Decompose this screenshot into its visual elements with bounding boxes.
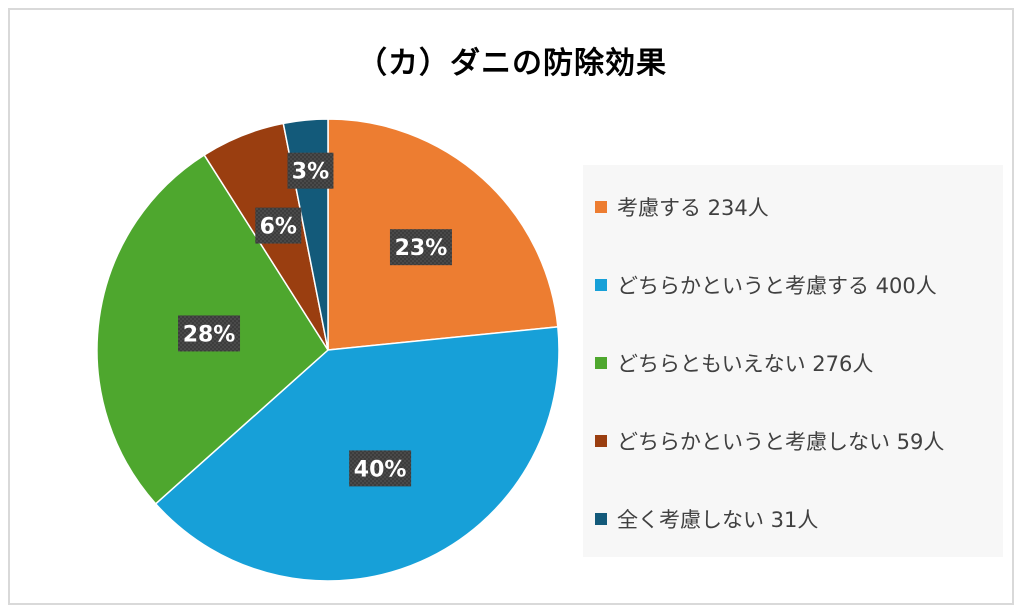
legend-swatch xyxy=(595,435,607,447)
data-label: 3% xyxy=(287,152,334,189)
data-label-box xyxy=(349,450,412,487)
data-label: 40% xyxy=(349,450,412,487)
data-label-box xyxy=(287,152,334,189)
data-label-text: 23% xyxy=(395,236,448,261)
legend: 考慮する 234人 どちらかというと考慮する 400人 どちらともいえない 27… xyxy=(583,165,1003,557)
data-label-box xyxy=(178,315,241,352)
data-label-box xyxy=(389,229,452,266)
data-label-text: 40% xyxy=(354,457,407,482)
legend-label: 考慮する 234人 xyxy=(617,196,769,220)
data-label-text: 3% xyxy=(292,160,329,185)
legend-swatch xyxy=(595,279,607,291)
data-label-text: 28% xyxy=(183,322,236,347)
legend-item: どちらかというと考慮する 400人 xyxy=(583,265,1003,305)
legend-item: どちらともいえない 276人 xyxy=(583,343,1003,383)
legend-label: どちらかというと考慮しない 59人 xyxy=(617,430,945,454)
chart-title: （カ）ダニの防除効果 xyxy=(357,46,667,81)
data-label: 23% xyxy=(389,229,452,266)
data-label: 6% xyxy=(255,207,302,244)
legend-label: どちらかというと考慮する 400人 xyxy=(617,274,937,298)
legend-item: どちらかというと考慮しない 59人 xyxy=(583,421,1003,461)
legend-item: 考慮する 234人 xyxy=(583,187,1003,227)
legend-swatch xyxy=(595,513,607,525)
pie-data-labels: 23% 40% 28% 6% 3% xyxy=(178,152,452,487)
data-label-text: 6% xyxy=(260,215,297,240)
legend-item: 全く考慮しない 31人 xyxy=(583,499,1003,539)
legend-label: 全く考慮しない 31人 xyxy=(617,508,819,532)
legend-swatch xyxy=(595,201,607,213)
legend-label: どちらともいえない 276人 xyxy=(617,352,874,376)
legend-swatch xyxy=(595,357,607,369)
data-label: 28% xyxy=(178,315,241,352)
data-label-box xyxy=(255,207,302,244)
